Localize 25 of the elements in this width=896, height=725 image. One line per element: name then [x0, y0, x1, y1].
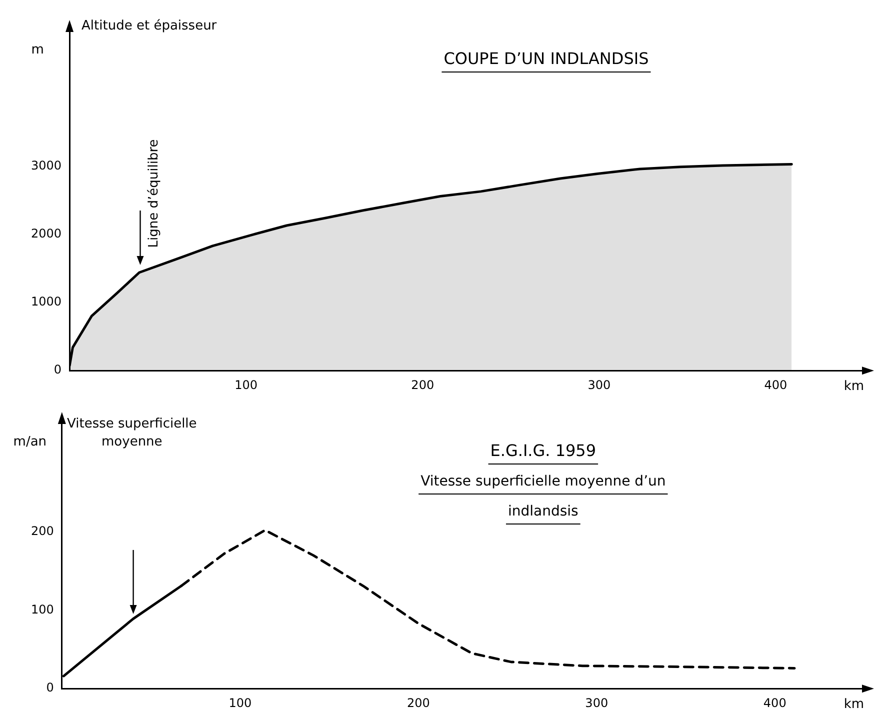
x-tick-label: 400: [764, 378, 788, 392]
x-tick-label: 300: [585, 696, 608, 710]
x-tick-label: 400: [763, 696, 786, 710]
x-tick-label: 200: [411, 378, 434, 392]
y-axis-title: m: [31, 42, 44, 58]
y-tick-label: 0: [54, 362, 62, 377]
y-tick-label: 100: [31, 602, 54, 616]
text: E.G.I.G. 1959: [490, 441, 596, 460]
x-axis-title: km: [844, 378, 864, 394]
y-axis-title: m/an: [13, 434, 47, 450]
y-tick-label: 200: [31, 524, 54, 538]
y-tick-label: 3000: [30, 158, 62, 172]
x-tick-label: 200: [406, 696, 430, 710]
y-tick-label: 1000: [30, 294, 62, 309]
x-tick-label: 300: [588, 378, 611, 392]
text: COUPE D’UN INDLANDSIS: [444, 49, 649, 68]
x-tick-label: 100: [228, 696, 252, 710]
annotation: Altitude et épaisseur: [82, 18, 218, 34]
text: Vitesse superficielle moyenne d’un indlandsis: [420, 474, 666, 520]
x-tick-label: 100: [234, 378, 258, 392]
annotation: Ligne d’équilibre: [146, 139, 162, 248]
y-tick-label: 0: [46, 680, 54, 695]
annotation: Vitesse superficielle moyenne: [67, 416, 197, 450]
x-axis-title: km: [844, 696, 864, 712]
y-tick-label: 2000: [30, 226, 62, 240]
